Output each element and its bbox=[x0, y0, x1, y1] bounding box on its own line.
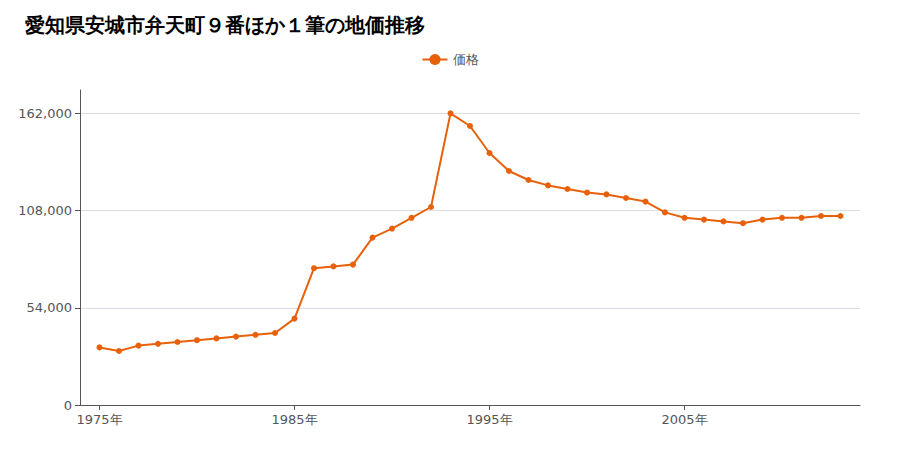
svg-text:1975年: 1975年 bbox=[76, 412, 122, 427]
svg-text:108,000: 108,000 bbox=[18, 203, 72, 218]
svg-text:愛知県安城市弁天町９番ほか１筆の地価推移: 愛知県安城市弁天町９番ほか１筆の地価推移 bbox=[25, 13, 425, 37]
svg-text:価格: 価格 bbox=[453, 52, 479, 67]
svg-text:54,000: 54,000 bbox=[27, 300, 73, 315]
svg-text:0: 0 bbox=[64, 398, 72, 413]
svg-text:1985年: 1985年 bbox=[271, 412, 317, 427]
svg-text:162,000: 162,000 bbox=[18, 106, 72, 121]
svg-text:1995年: 1995年 bbox=[466, 412, 512, 427]
svg-text:2005年: 2005年 bbox=[661, 412, 707, 427]
